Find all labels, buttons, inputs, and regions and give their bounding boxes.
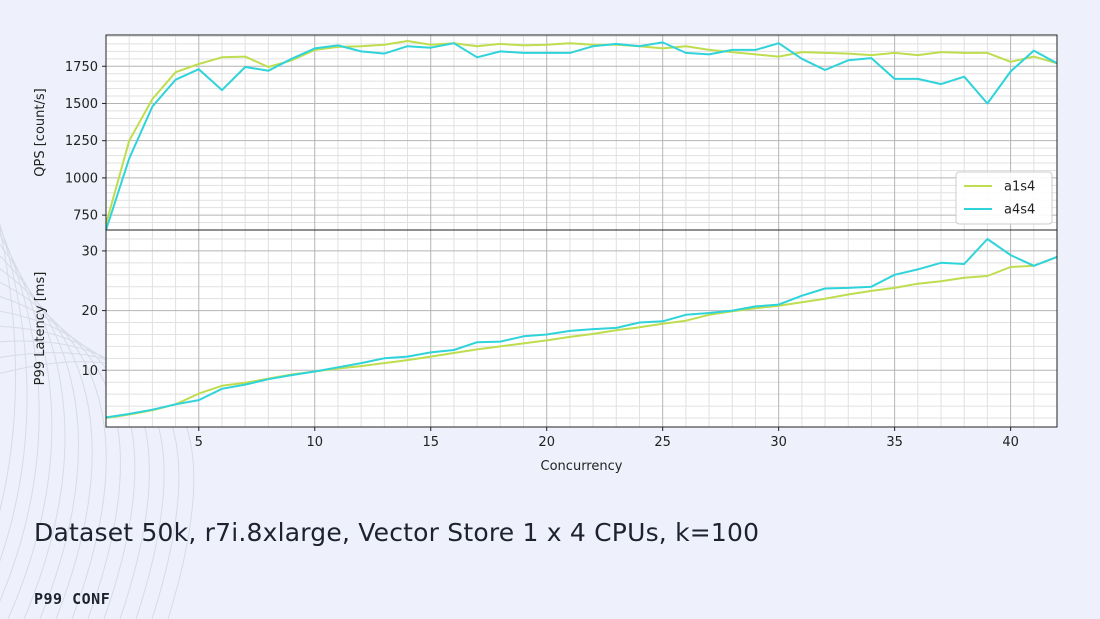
legend-label-a4s4: a4s4 (1004, 203, 1035, 218)
qps-y-tick-label: 1500 (65, 97, 98, 112)
conference-logo: P99 CONF (34, 590, 111, 608)
latency-y-tick-label: 10 (81, 364, 98, 379)
legend-label-a1s4: a1s4 (1004, 180, 1035, 195)
latency-x-tick-label: 20 (538, 435, 555, 450)
latency-x-tick-label: 35 (886, 435, 903, 450)
latency-x-tick-label: 5 (195, 435, 203, 450)
latency-x-tick-label: 25 (654, 435, 671, 450)
latency-y-axis-label: P99 Latency [ms] (33, 272, 48, 386)
background-curve (0, 281, 107, 619)
latency-y-tick-label: 30 (81, 244, 98, 259)
latency-x-axis-label: Concurrency (541, 459, 623, 474)
background-curve (0, 244, 66, 619)
qps-y-tick-label: 750 (73, 209, 98, 224)
latency-x-tick-label: 40 (1002, 435, 1019, 450)
qps-series-a1s4 (105, 40, 1058, 225)
latency-x-tick-label: 15 (422, 435, 439, 450)
qps-y-tick-label: 1250 (65, 134, 98, 149)
chart-caption: Dataset 50k, r7i.8xlarge, Vector Store 1… (34, 518, 760, 547)
qps-plot-area (106, 35, 1057, 230)
qps-series-a4s4 (105, 41, 1058, 231)
qps-y-tick-label: 1750 (65, 60, 98, 75)
latency-y-tick-label: 20 (81, 304, 98, 319)
background-curve (0, 226, 40, 602)
latency-x-tick-label: 30 (770, 435, 787, 450)
qps-y-axis-label: QPS [count/s] (33, 88, 48, 176)
latency-plot-area (106, 230, 1057, 427)
latency-chart-panel: 5 10 15 20 25 30 35 40 10 20 30 P99 Latency [ms] Con… (33, 229, 1058, 474)
background-curve (0, 227, 17, 513)
latency-x-tick-label: 10 (306, 435, 323, 450)
qps-y-tick-label: 1000 (65, 171, 98, 186)
qps-chart-panel: 750 1000 1250 1500 1750 QPS [count/s] a1s4 a4s4 (33, 34, 1058, 234)
latency-frame (105, 229, 1058, 428)
qps-legend: a1s4 a4s4 (955, 171, 1053, 225)
latency-series-a4s4 (105, 238, 1058, 419)
background-curve (0, 255, 79, 619)
background-curve (0, 234, 53, 619)
background-curve (0, 268, 93, 619)
